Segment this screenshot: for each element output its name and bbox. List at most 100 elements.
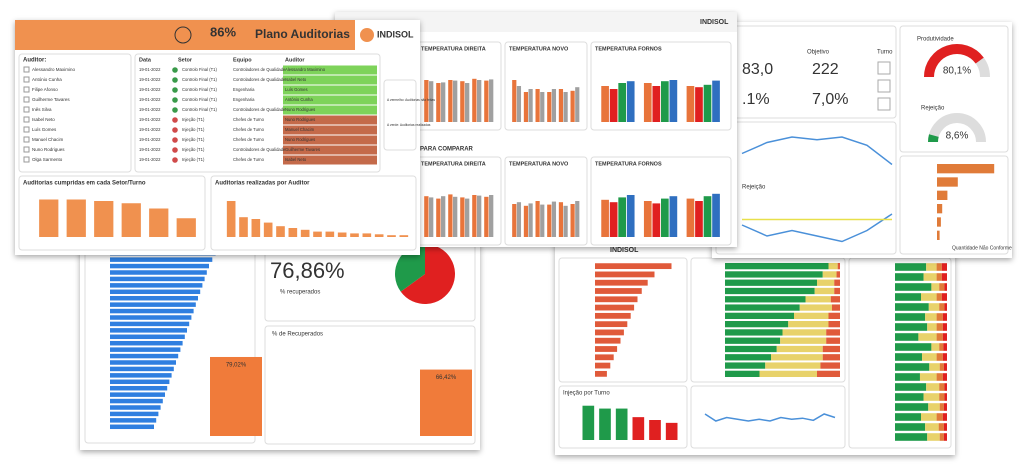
status-cell (283, 65, 377, 75)
gauge-value (928, 134, 939, 143)
label: % de Recuperados (272, 332, 323, 338)
bar-segment (725, 271, 823, 278)
bar-segment (828, 312, 840, 320)
bar-segment (725, 337, 781, 344)
bar (595, 321, 628, 328)
bar-segment (805, 296, 831, 303)
bar (703, 196, 712, 237)
bar-segment (943, 423, 947, 431)
bar-segment (830, 296, 840, 303)
status-dot (172, 147, 178, 153)
status-dot (172, 97, 178, 103)
bar-segment (725, 296, 806, 303)
bar-segment (834, 287, 840, 295)
status-dot (172, 157, 178, 163)
bar-segment (725, 287, 815, 295)
bar (535, 201, 540, 237)
label: Injeção (T1) (182, 157, 205, 162)
label: Auditorias realizadas por Auditor (215, 181, 310, 187)
label: Engenharia (233, 87, 255, 92)
bar-segment (828, 262, 838, 270)
bar (652, 86, 661, 122)
bar-segment (759, 370, 817, 378)
bar-segment (942, 353, 947, 361)
pie-slice (395, 244, 425, 292)
bar-segment (834, 279, 840, 286)
label: Nuno Rodrigues (285, 137, 315, 142)
filter-button (877, 97, 891, 111)
bar-segment (895, 283, 932, 291)
label: Luís Gomes (32, 127, 57, 132)
checkbox (23, 96, 30, 103)
label: Auditorias cumpridas em cada Setor/Turno (23, 181, 146, 187)
bar (110, 334, 185, 340)
bar (595, 263, 672, 270)
gauge-track (928, 113, 986, 143)
bar-segment (944, 393, 947, 401)
bar (626, 81, 635, 122)
bar (472, 78, 477, 122)
bar (661, 198, 669, 237)
bar (110, 379, 170, 385)
bar-segment (939, 393, 945, 401)
bar (523, 205, 529, 237)
status-cell (283, 75, 377, 85)
bar (609, 89, 618, 122)
bar-segment (921, 293, 937, 301)
bar-segment (895, 303, 929, 311)
status-cell (283, 135, 377, 145)
bar (686, 86, 695, 122)
bar (226, 201, 236, 237)
bar (110, 308, 194, 314)
bar-segment (771, 354, 823, 361)
bar (547, 204, 552, 237)
bar (429, 197, 434, 237)
status-cell (283, 95, 377, 105)
bar (110, 302, 196, 307)
line (741, 136, 893, 166)
bar (453, 196, 458, 237)
bar (387, 235, 396, 237)
bar-segment (776, 345, 823, 353)
bar (441, 82, 446, 122)
bar-segment (943, 343, 947, 351)
bar (547, 92, 552, 122)
bar (39, 199, 59, 237)
label: António Cunha (32, 77, 62, 82)
bar-segment (938, 423, 944, 431)
bar (374, 234, 384, 237)
bar (460, 81, 465, 122)
label: Setor (178, 57, 193, 63)
bar (489, 195, 494, 237)
label: Controlo Final (T1) (182, 107, 218, 112)
bar-segment (725, 345, 777, 353)
status-dot (172, 117, 178, 123)
bar (669, 80, 678, 122)
bar-segment (822, 354, 840, 361)
checkbox (23, 146, 30, 153)
bar-segment (895, 423, 926, 431)
panel (383, 79, 417, 151)
panel (558, 257, 688, 383)
bar (595, 296, 638, 303)
label: TEMPERATURA FORNOS (595, 46, 662, 52)
bar (263, 222, 273, 237)
bar (110, 366, 174, 372)
label: TEMPERATURA NOVO (509, 161, 569, 167)
bar-segment (936, 263, 942, 271)
label: Guilherme Tavares (32, 97, 70, 102)
header (15, 20, 355, 50)
bar (110, 270, 207, 275)
bar (110, 276, 205, 282)
bar-segment (928, 403, 940, 411)
bar (288, 228, 298, 237)
bar-segment (927, 433, 940, 441)
bar (551, 89, 557, 122)
bar (669, 196, 678, 237)
bar (595, 279, 648, 286)
label: TEMPERATURA DIREITA (421, 46, 486, 52)
label: Equipo (233, 57, 252, 63)
bar-segment (923, 393, 940, 401)
label: Engenharia (233, 97, 255, 102)
bar-segment (895, 353, 923, 361)
